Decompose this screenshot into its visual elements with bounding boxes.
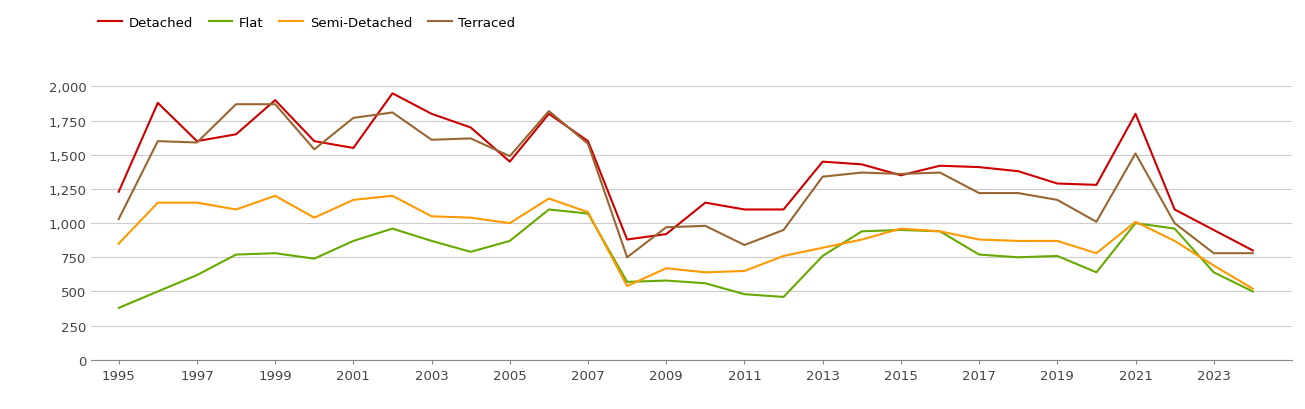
Legend: Detached, Flat, Semi-Detached, Terraced: Detached, Flat, Semi-Detached, Terraced xyxy=(98,17,515,30)
